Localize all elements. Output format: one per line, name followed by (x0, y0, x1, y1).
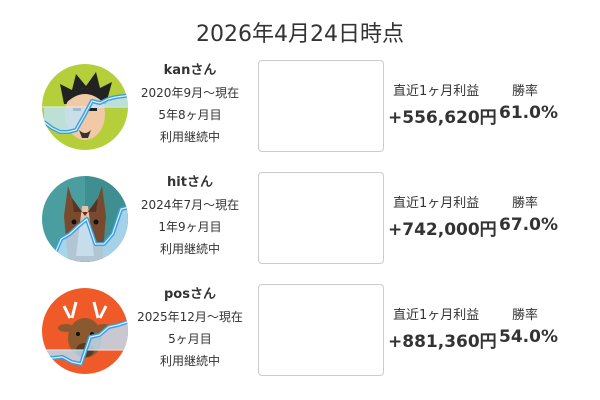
user-since: 2024年7月～現在 (140, 198, 240, 212)
user-info: posさん 2025年12月～現在 5ヶ月目 利用継続中 (135, 284, 245, 372)
winrate-label: 勝率 (512, 308, 539, 323)
user-name: posさん (164, 287, 216, 302)
man-face-icon (42, 64, 128, 150)
area-fill (44, 322, 128, 364)
area-fill (44, 95, 128, 132)
user-row: hitさん 2024年7月～現在 1年9ヶ月目 利用継続中 直近1ヶ月利益 勝率… (0, 172, 600, 268)
winrate-label: 勝率 (512, 196, 539, 211)
profit-chart (258, 172, 384, 264)
profit-chart (258, 60, 384, 152)
profit-label: 直近1ヶ月利益 (393, 196, 480, 211)
profit-line-highlight (43, 206, 128, 260)
profit-value: +556,620円 (388, 108, 497, 128)
profit-line-highlight (43, 94, 128, 133)
winrate-value: 54.0% (499, 327, 558, 347)
user-status: 利用継続中 (159, 354, 220, 368)
winrate-value: 67.0% (499, 215, 558, 235)
user-name: hitさん (167, 175, 213, 190)
page-title: 2026年4月24日時点 (196, 22, 404, 47)
winrate-value: 61.0% (499, 103, 558, 123)
winrate-label: 勝率 (512, 84, 539, 99)
area-fill (44, 207, 128, 262)
user-name: kanさん (163, 63, 217, 78)
user-row: posさん 2025年12月～現在 5ヶ月目 利用継続中 直近1ヶ月利益 勝率 … (0, 284, 600, 380)
profit-chart (258, 284, 384, 376)
horse-face-icon (42, 176, 128, 262)
user-since: 2020年9月～現在 (140, 86, 240, 100)
profit-chart-svg (259, 173, 383, 263)
profit-value: +881,360円 (388, 332, 497, 352)
user-row: kanさん 2020年9月～現在 5年8ヶ月目 利用継続中 直近1ヶ月利益 勝率… (0, 60, 600, 156)
profit-label: 直近1ヶ月利益 (393, 84, 480, 99)
user-status: 利用継続中 (159, 242, 220, 256)
user-duration: 1年9ヶ月目 (158, 220, 222, 234)
profit-line-highlight (43, 321, 128, 365)
user-since: 2025年12月～現在 (137, 310, 243, 324)
profit-value: +742,000円 (388, 220, 497, 240)
user-status: 利用継続中 (159, 130, 220, 144)
profit-label: 直近1ヶ月利益 (393, 308, 480, 323)
user-info: kanさん 2020年9月～現在 5年8ヶ月目 利用継続中 (135, 60, 245, 148)
profit-chart-svg (259, 285, 383, 375)
reindeer-face-icon (42, 288, 128, 374)
user-duration: 5ヶ月目 (168, 332, 212, 346)
profit-chart-svg (259, 61, 383, 151)
user-duration: 5年8ヶ月目 (158, 108, 222, 122)
user-info: hitさん 2024年7月～現在 1年9ヶ月目 利用継続中 (135, 172, 245, 260)
